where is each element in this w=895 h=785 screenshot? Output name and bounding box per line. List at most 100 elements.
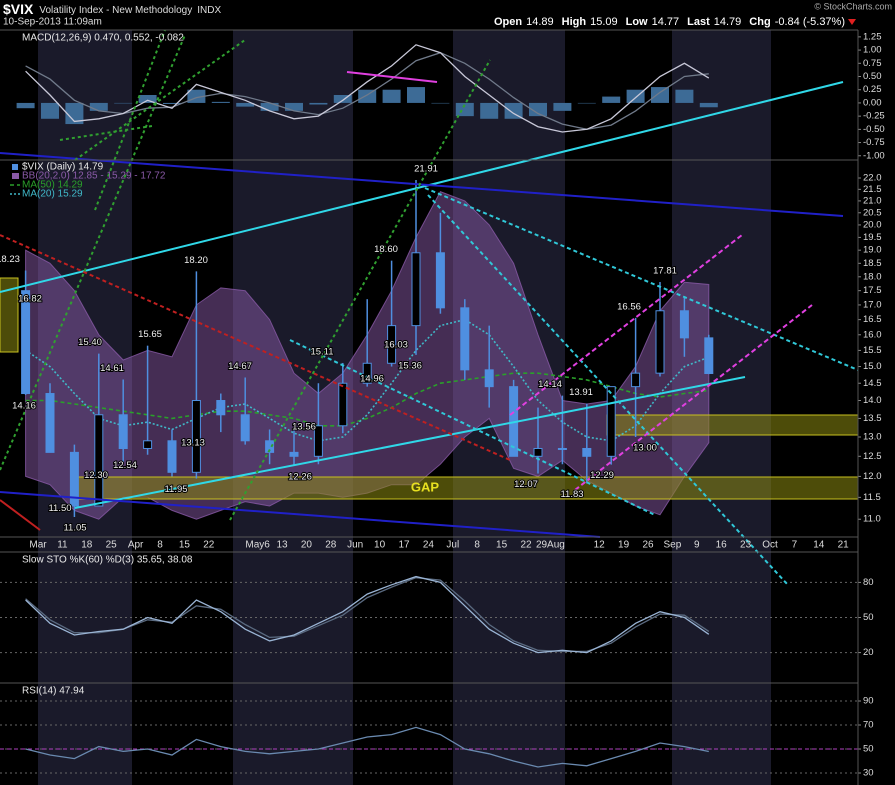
x-tick-label: 8 [474, 540, 480, 551]
y-tick-label: 17.0 [863, 299, 882, 310]
x-tick-label: 13 [276, 540, 288, 551]
timestamp: 10-Sep-2013 11:09am [3, 17, 102, 28]
price-annotation: 16.56 [617, 301, 641, 312]
y-tick-label: 19.5 [863, 232, 882, 243]
x-tick-label: 24 [423, 540, 435, 551]
panel-title: RSI(14) 47.94 [22, 686, 85, 697]
y-tick-label: 12.5 [863, 451, 882, 462]
price-annotation: 21.91 [414, 164, 438, 175]
x-tick-label: 17 [398, 540, 410, 551]
x-tick-label: 29Aug [536, 540, 565, 551]
gap-label: GAP [411, 479, 440, 494]
trendline [0, 34, 186, 471]
candle-body [216, 400, 226, 416]
histogram-bar [309, 102, 328, 105]
y-tick-label: 90 [863, 696, 874, 707]
candle-body [582, 447, 592, 457]
candle-body [557, 447, 567, 450]
label-layer: 1.25 1.00 0.75 0.50 0.25 0.00 -0.25 -0.50 -0.75 -… [0, 31, 885, 778]
trendlines [0, 29, 859, 586]
quote-value: 14.89 [526, 16, 554, 28]
trendline [74, 376, 746, 509]
legend-swatch [12, 164, 18, 170]
panel-frames [0, 29, 859, 785]
candle-body [704, 337, 714, 374]
exchange: INDX [197, 5, 221, 16]
zones: GAP [0, 277, 859, 500]
price-annotation: 12.26 [288, 471, 312, 482]
y-tick-label: 11.0 [863, 514, 881, 525]
price-annotation: 12.54 [113, 460, 137, 471]
histogram-bar [577, 102, 596, 104]
price-annotation: 15.40 [78, 337, 102, 348]
credit: © StockCharts.com [814, 1, 892, 11]
y-tick-label: 30 [863, 768, 874, 779]
quote-label: Low [626, 16, 648, 28]
price-annotation: 11.95 [164, 484, 187, 495]
y-tick-label: 15.5 [863, 345, 882, 356]
legend-swatch [12, 173, 19, 179]
symbol: $VIX [3, 1, 34, 17]
price-annotation: 12.07 [514, 479, 538, 490]
price-annotation: 14.96 [360, 373, 384, 384]
y-tick-label: 16.5 [863, 314, 882, 325]
y-tick-label: -0.50 [863, 124, 885, 135]
x-tick-label: 10 [374, 540, 386, 551]
price-annotation: 13.13 [181, 438, 205, 449]
y-tick-label: -0.75 [863, 137, 885, 148]
x-tick-label: 22 [520, 540, 532, 551]
y-tick-label: -0.25 [863, 111, 885, 122]
histogram-bar [358, 89, 377, 103]
x-tick-label: Sep [664, 540, 682, 551]
trendline [427, 194, 789, 586]
histogram-bar [138, 95, 157, 103]
candle-body [69, 451, 79, 507]
candle-body [655, 310, 665, 374]
x-tick-label: Apr [128, 540, 144, 551]
quote-label: Last [687, 16, 710, 28]
x-tick-label: 14 [813, 540, 825, 551]
candle-body [606, 386, 616, 457]
trendline [0, 81, 844, 293]
yellow-zone [606, 414, 859, 436]
y-tick-label: 21.5 [863, 184, 882, 195]
y-tick-label: 18.5 [863, 258, 882, 269]
y-tick-label: -1.00 [863, 150, 885, 161]
price-annotation: 14.61 [100, 363, 124, 374]
y-tick-label: 12.0 [863, 471, 882, 482]
x-tick-label: 15 [179, 540, 191, 551]
down-arrow [848, 19, 856, 25]
histogram-bar [16, 102, 35, 109]
quote-value: -0.84 (-5.37%) [775, 16, 845, 28]
x-tick-label: Oct [762, 540, 778, 551]
y-tick-label: 1.25 [863, 31, 882, 42]
legend-entry: MA(50) 14.29 [22, 180, 83, 191]
candle-body [45, 393, 55, 453]
histogram-bar [529, 102, 547, 117]
trendline [0, 152, 844, 217]
candle-body [411, 252, 421, 327]
histogram-bar [431, 102, 450, 104]
x-tick-label: 16 [716, 540, 728, 551]
price-annotation: 16.82 [18, 294, 42, 305]
candle-body [631, 372, 641, 388]
quote-label: High [562, 16, 587, 28]
panel-title: $VIX (Daily) 14.79 [22, 162, 104, 173]
trendline [346, 71, 438, 83]
indicator-line [25, 726, 709, 768]
x-tick-label: 22 [203, 540, 215, 551]
quote: Open 14.89 High 15.09 Low 14.77 Last 14.79 Chg -0… [494, 16, 845, 28]
candle-body [484, 369, 494, 388]
y-tick-label: 80 [863, 577, 874, 588]
security-name: Volatility Index - New Methodology [39, 5, 192, 16]
histogram-bar [504, 102, 523, 119]
quote-value: 15.09 [590, 16, 618, 28]
trendline [229, 59, 491, 521]
y-tick-label: 22.0 [863, 173, 882, 184]
yellow-zone [0, 277, 19, 353]
y-tick-label: 14.0 [863, 395, 882, 406]
trendline [94, 29, 166, 211]
y-tick-label: 17.5 [863, 285, 882, 296]
candle-body [387, 325, 397, 364]
